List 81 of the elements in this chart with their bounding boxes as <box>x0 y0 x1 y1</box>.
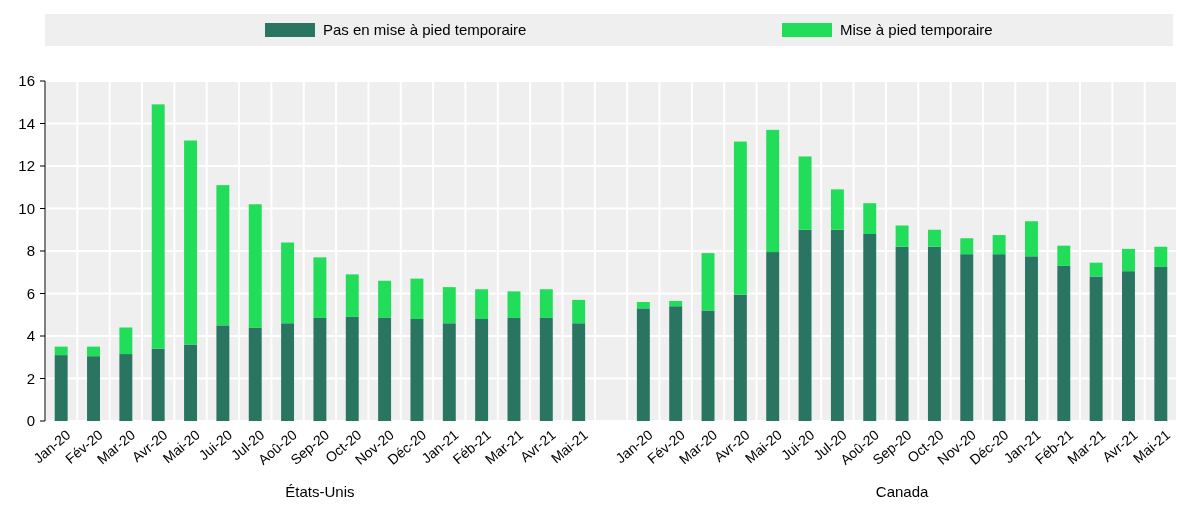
bar <box>863 203 877 234</box>
bar <box>151 348 165 421</box>
bar <box>992 235 1006 255</box>
bar <box>1089 276 1103 421</box>
bar <box>87 346 100 357</box>
bar <box>798 229 812 421</box>
bar <box>248 327 262 421</box>
bar <box>572 299 586 324</box>
bar <box>895 246 909 421</box>
bar <box>475 319 489 421</box>
bar <box>184 140 198 345</box>
bar <box>216 325 230 421</box>
y-tick-label: 2 <box>26 369 35 387</box>
bar <box>1154 266 1168 421</box>
bar <box>701 253 715 311</box>
y-tick-label: 6 <box>26 284 35 302</box>
bar <box>1024 221 1038 257</box>
bar <box>507 291 521 318</box>
bar <box>475 289 489 319</box>
bar <box>216 185 230 326</box>
bar <box>410 278 424 319</box>
bar <box>701 310 715 421</box>
bar <box>378 317 392 421</box>
y-tick-label: 10 <box>18 199 35 217</box>
y-tick-label: 8 <box>26 242 35 260</box>
bar <box>669 306 683 421</box>
bar <box>539 289 553 318</box>
bar <box>119 354 133 421</box>
bar <box>1024 256 1038 421</box>
bar <box>539 317 553 421</box>
bar <box>87 356 100 421</box>
bar <box>669 300 683 307</box>
y-tick-label: 12 <box>18 157 35 175</box>
bar <box>863 234 877 421</box>
bar <box>281 323 295 421</box>
bar <box>572 323 586 421</box>
y-tick-label: 16 <box>18 72 35 90</box>
bar <box>345 316 359 421</box>
bar <box>1057 265 1071 421</box>
bar <box>1057 245 1071 266</box>
bar <box>895 225 909 247</box>
bar <box>345 274 359 317</box>
bar <box>960 238 974 255</box>
bar <box>927 246 941 421</box>
bar <box>507 317 521 421</box>
bar <box>313 317 327 421</box>
bar <box>766 129 780 253</box>
bar <box>1154 246 1168 267</box>
bar <box>248 204 262 328</box>
bar <box>798 156 812 230</box>
bar <box>184 344 198 421</box>
bar <box>1122 271 1135 421</box>
legend-label: Mise à pied temporaire <box>840 21 993 39</box>
y-tick-label: 14 <box>18 114 35 132</box>
bar <box>151 104 165 349</box>
bar <box>1089 262 1103 277</box>
bar <box>410 319 424 421</box>
bar <box>636 302 650 309</box>
y-tick-label: 0 <box>26 412 35 430</box>
bar <box>378 280 392 318</box>
bar <box>281 242 295 324</box>
bar <box>830 189 844 230</box>
bar <box>927 229 941 247</box>
bar <box>636 308 650 421</box>
bar <box>830 229 844 421</box>
text: États-Unis <box>285 483 355 500</box>
legend-label: Pas en mise à pied temporaire <box>323 21 527 39</box>
bar <box>992 254 1006 421</box>
bar <box>1122 248 1135 272</box>
bar <box>733 141 747 295</box>
bar <box>442 287 456 324</box>
bar <box>54 346 68 356</box>
text: Canada <box>875 483 930 500</box>
bar <box>733 294 747 421</box>
y-tick-label: 4 <box>26 327 35 345</box>
bar <box>766 252 780 421</box>
bar <box>313 257 327 318</box>
bar <box>54 355 68 421</box>
bar <box>119 327 133 355</box>
bar <box>960 254 974 421</box>
bar <box>442 323 456 421</box>
